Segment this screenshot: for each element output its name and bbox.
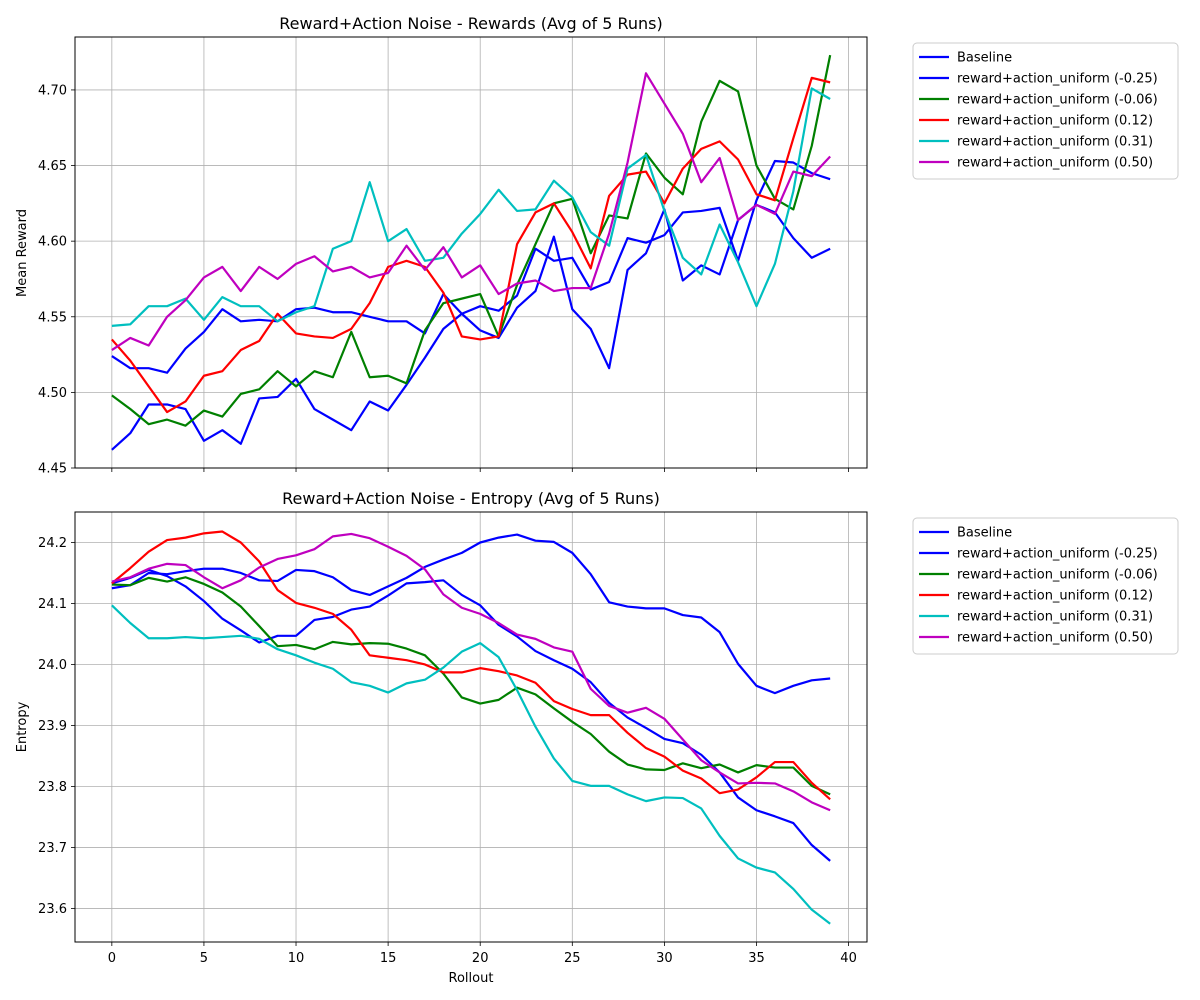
rewards-series-line-3: [111, 76, 831, 414]
rewards-x-ticks: [111, 468, 849, 472]
entropy-y-tick-label: 24.1: [38, 597, 67, 612]
rewards-series-line-2: [111, 54, 832, 427]
entropy-series-line-1: [111, 568, 831, 862]
entropy-plot-frame: [74, 511, 868, 943]
entropy-x-ticks: 0 5 10 15 20 25 30 35 40: [108, 942, 857, 966]
entropy-y-ticks: 23.6 23.7 23.8 23.9 24.0 24.1 24.2: [38, 536, 75, 917]
rewards-y-tick-label: 4.65: [38, 159, 67, 174]
rewards-subplot: Reward+Action Noise - Rewards (Avg of 5 …: [15, 14, 1179, 477]
rewards-legend-entry: reward+action_uniform (-0.25): [957, 72, 1158, 87]
rewards-legend-entry: reward+action_uniform (0.12): [957, 114, 1153, 129]
rewards-series-line-0: [111, 159, 831, 374]
entropy-y-tick-label: 23.8: [38, 780, 67, 795]
entropy-x-tick-label: 35: [748, 951, 765, 966]
entropy-y-tick-label: 24.0: [38, 658, 67, 673]
rewards-legend-entry: reward+action_uniform (-0.06): [957, 93, 1158, 108]
entropy-legend-entry: reward+action_uniform (0.50): [957, 631, 1153, 646]
entropy-series-line-0: [111, 533, 831, 695]
rewards-y-tick-label: 4.50: [38, 386, 67, 401]
entropy-x-tick-label: 30: [656, 951, 673, 966]
entropy-y-axis-label: Entropy: [15, 701, 30, 752]
entropy-series-line-5: [111, 532, 831, 812]
rewards-y-tick-label: 4.55: [38, 310, 67, 325]
entropy-x-tick-label: 20: [472, 951, 489, 966]
entropy-x-tick-label: 10: [288, 951, 305, 966]
entropy-x-tick-label: 15: [380, 951, 397, 966]
entropy-legend-entry: reward+action_uniform (0.31): [957, 610, 1153, 625]
rewards-legend-box: [912, 42, 1179, 180]
entropy-series-line-3: [111, 530, 831, 801]
rewards-y-axis-label: Mean Reward: [15, 209, 30, 297]
entropy-title: Reward+Action Noise - Entropy (Avg of 5 …: [282, 489, 660, 508]
rewards-y-tick-label: 4.45: [38, 462, 67, 477]
entropy-x-axis-label: Rollout: [449, 971, 494, 986]
entropy-series-lines: [111, 530, 831, 925]
entropy-legend-entry: reward+action_uniform (-0.06): [957, 568, 1158, 583]
entropy-legend-entry: reward+action_uniform (-0.25): [957, 547, 1158, 562]
entropy-y-tick-label: 23.6: [38, 902, 67, 917]
entropy-legend: Baseline reward+action_uniform (-0.25) rew…: [912, 517, 1179, 655]
rewards-legend: Baseline reward+action_uniform (-0.25) rew…: [912, 42, 1179, 180]
entropy-series-line-4: [111, 604, 831, 925]
rewards-y-ticks: 4.45 4.50 4.55 4.60 4.65 4.70: [38, 83, 75, 477]
rewards-y-tick-label: 4.60: [38, 235, 67, 250]
entropy-grid: [75, 512, 867, 942]
rewards-series-line-4: [111, 87, 831, 327]
rewards-series-line-1: [111, 203, 831, 451]
entropy-y-tick-label: 24.2: [38, 536, 67, 551]
entropy-legend-entry: reward+action_uniform (0.12): [957, 589, 1153, 604]
rewards-series-line-5: [111, 72, 831, 351]
entropy-x-tick-label: 25: [564, 951, 581, 966]
entropy-x-tick-label: 0: [108, 951, 116, 966]
rewards-legend-entry: reward+action_uniform (0.50): [957, 156, 1153, 171]
entropy-legend-box: [912, 517, 1179, 655]
rewards-legend-entry: reward+action_uniform (0.31): [957, 135, 1153, 150]
entropy-x-tick-label: 5: [200, 951, 208, 966]
rewards-plot-frame: [74, 36, 868, 469]
rewards-series-lines: [111, 54, 832, 451]
entropy-subplot: Reward+Action Noise - Entropy (Avg of 5 …: [15, 489, 1179, 986]
entropy-legend-entry: Baseline: [957, 526, 1012, 541]
entropy-y-tick-label: 23.7: [38, 841, 67, 856]
rewards-y-tick-label: 4.70: [38, 83, 67, 98]
rewards-title: Reward+Action Noise - Rewards (Avg of 5 …: [279, 14, 663, 33]
rewards-legend-entry: Baseline: [957, 51, 1012, 66]
entropy-y-tick-label: 23.9: [38, 719, 67, 734]
entropy-x-tick-label: 40: [840, 951, 857, 966]
